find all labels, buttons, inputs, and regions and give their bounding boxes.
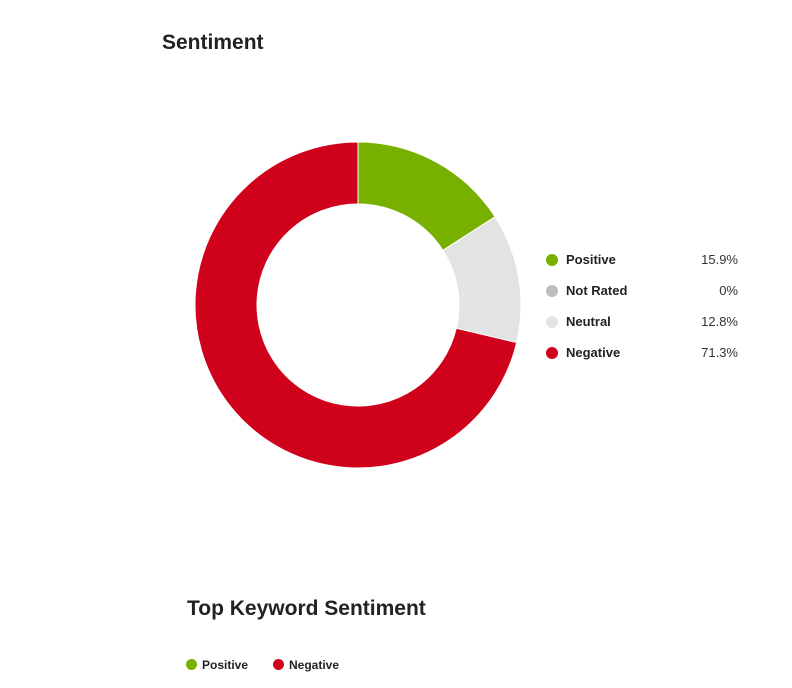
legend-label: Negative [566,345,621,360]
legend-dot-icon [546,347,558,359]
legend-value: 0% [719,283,738,298]
keyword-legend-item-negative[interactable]: Negative [273,658,339,672]
donut-slices [194,141,522,469]
keyword-legend-item-positive[interactable]: Positive [186,658,248,672]
legend-dot-icon [546,254,558,266]
legend-dot-icon [546,285,558,297]
legend-value: 15.9% [701,252,738,267]
legend-label: Neutral [566,314,611,329]
legend-dot-icon [186,659,197,670]
legend-value: 71.3% [701,345,738,360]
legend-item-positive[interactable]: Positive 15.9% [546,249,738,280]
legend-dot-icon [546,316,558,328]
keyword-legend-label: Negative [289,658,340,672]
legend-value: 12.8% [701,314,738,329]
keyword-sentiment-title: Top Keyword Sentiment [187,597,426,620]
legend-item-neutral[interactable]: Neutral 12.8% [546,311,738,342]
legend-item-not-rated[interactable]: Not Rated 0% [546,280,738,311]
sentiment-legend: Positive 15.9% Not Rated 0% Neutral 12.8% Nega… [546,249,738,373]
donut-slice-negative[interactable] [194,141,518,469]
legend-label: Not Rated [566,283,628,298]
legend-item-negative[interactable]: Negative 71.3% [546,342,738,373]
legend-label: Positive [566,252,616,267]
keyword-legend-label: Positive [202,658,249,672]
sentiment-chart-title: Sentiment [162,31,264,54]
legend-dot-icon [273,659,284,670]
